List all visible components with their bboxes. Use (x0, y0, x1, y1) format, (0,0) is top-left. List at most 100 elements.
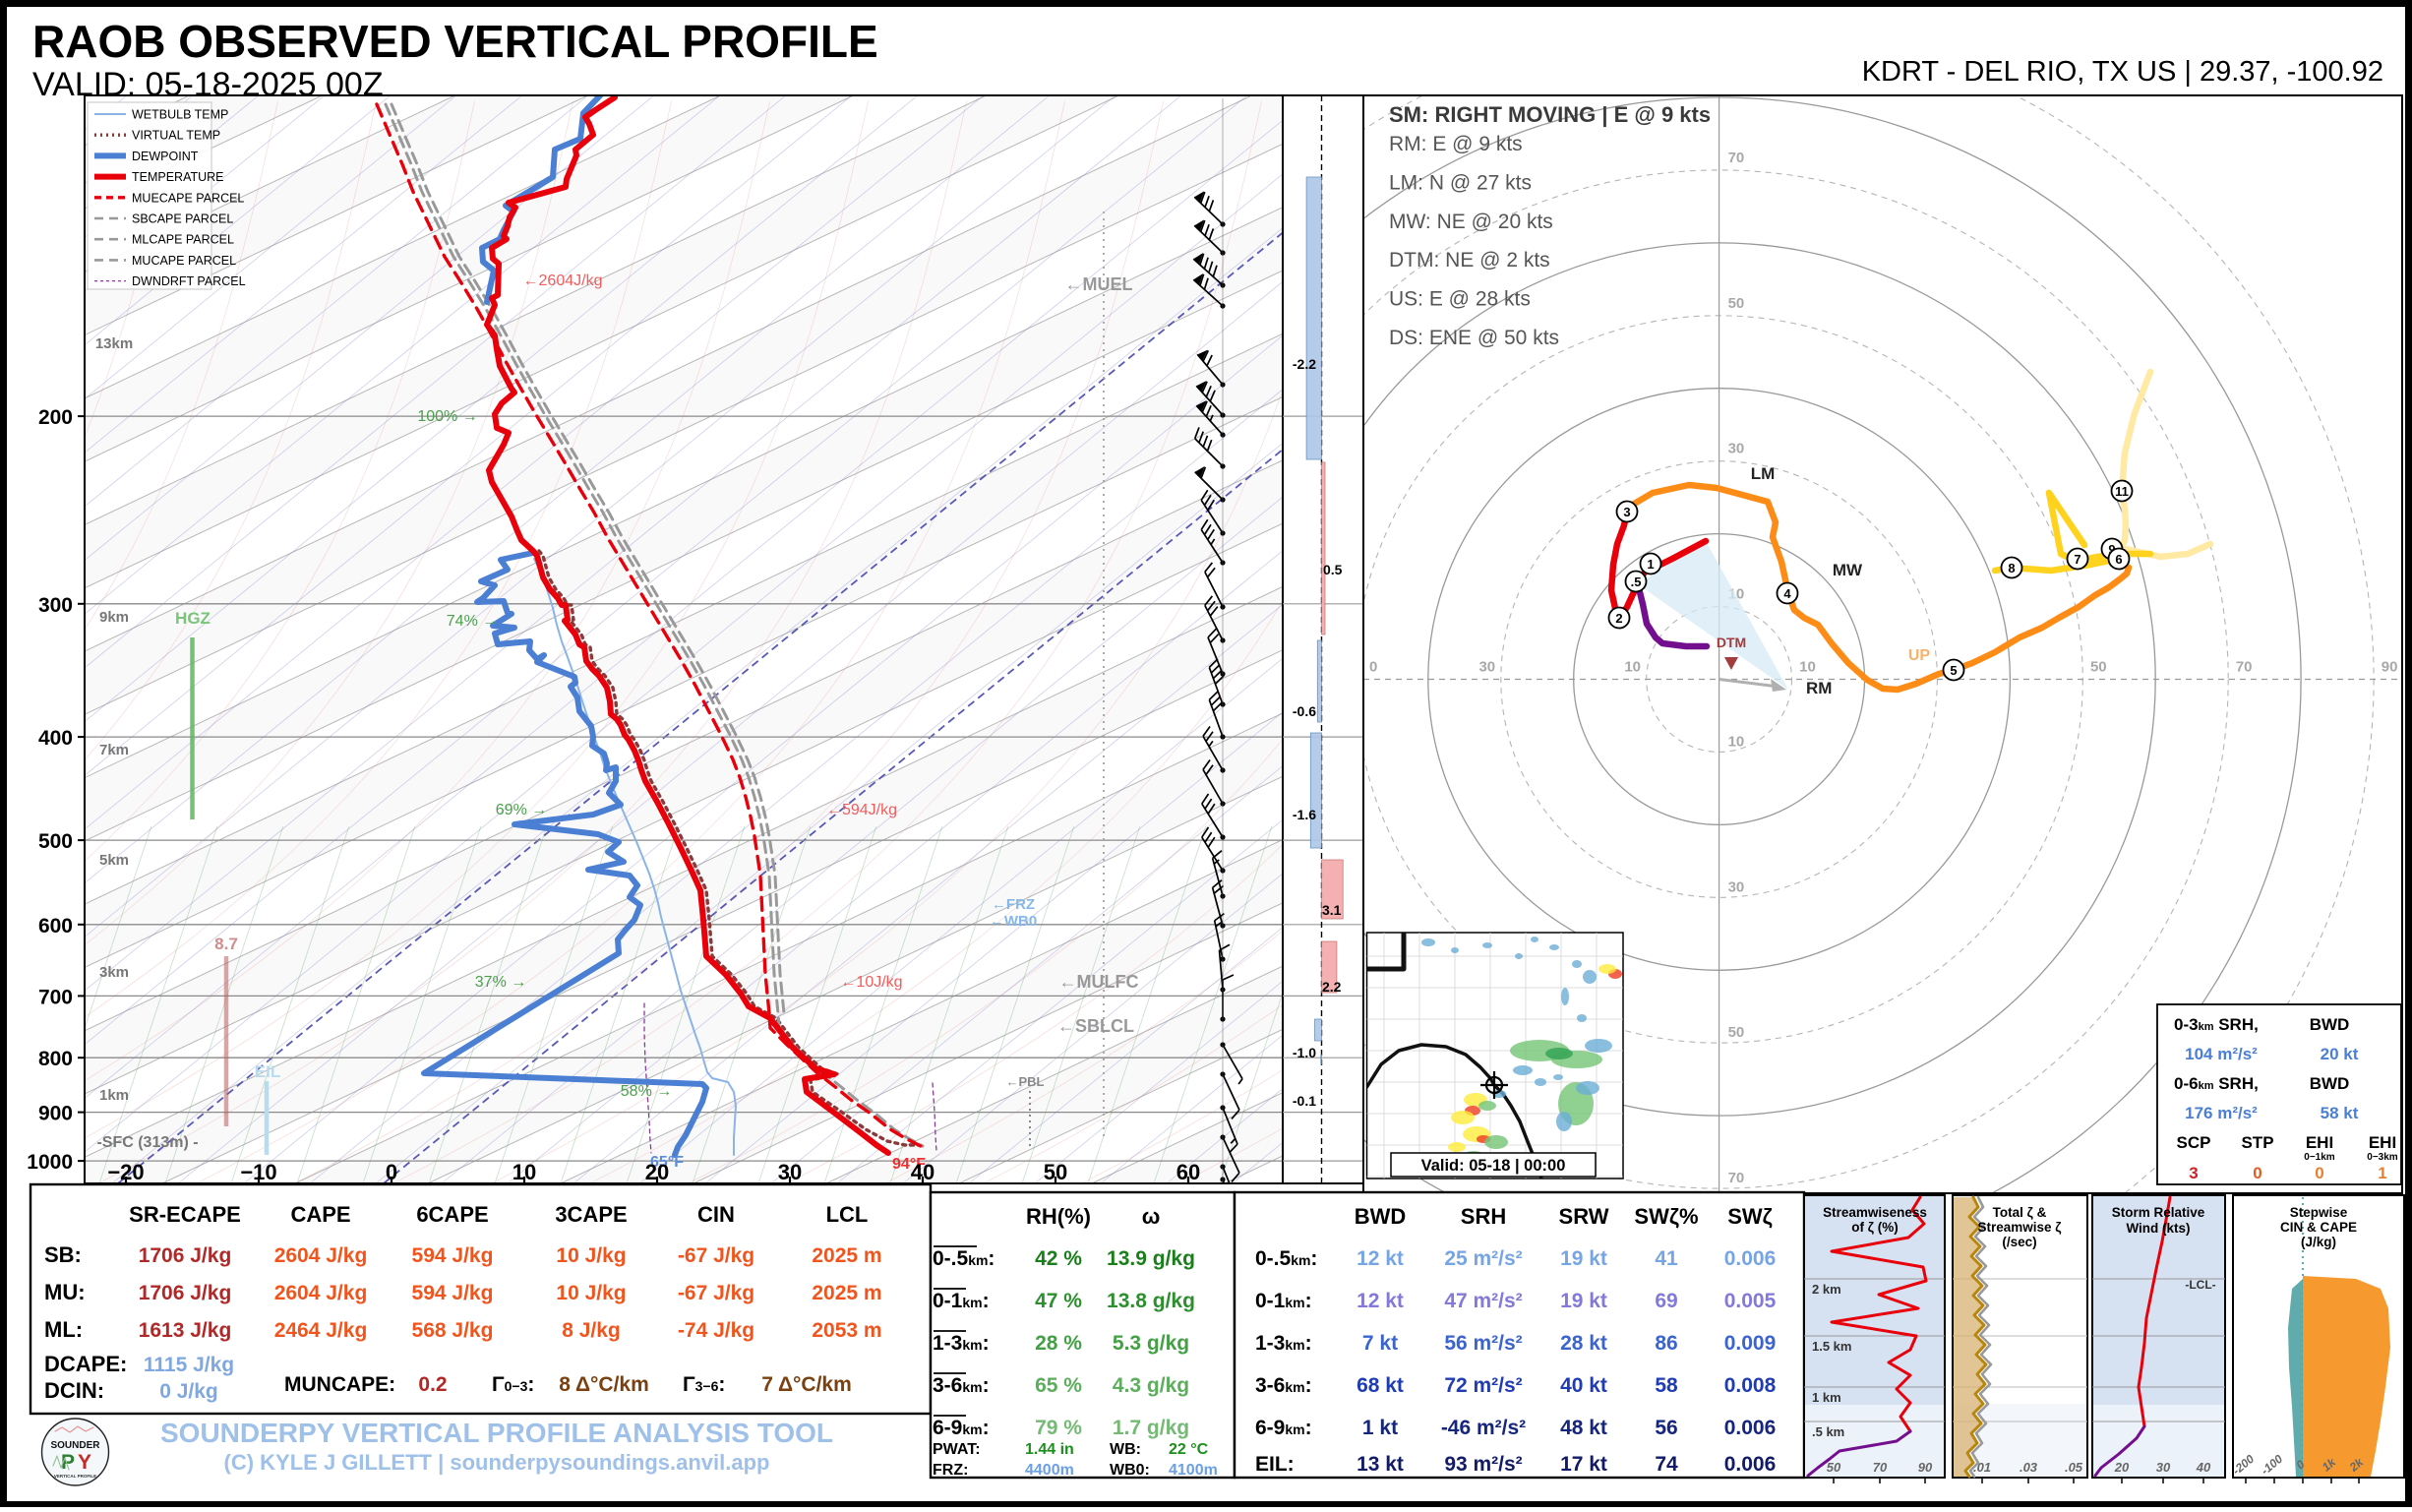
svg-text:KDRT - DEL RIO, TX US | 29.37,: KDRT - DEL RIO, TX US | 29.37, -100.92 (1862, 56, 2383, 88)
svg-text:MUNCAPE:: MUNCAPE: (284, 1373, 395, 1396)
svg-text:VIRTUAL TEMP: VIRTUAL TEMP (132, 129, 220, 143)
svg-text:WB0:: WB0: (1110, 1462, 1150, 1479)
svg-text:DCAPE:: DCAPE: (44, 1352, 127, 1376)
svg-text:←FRZ: ←FRZ (992, 896, 1035, 913)
svg-text:8.7: 8.7 (214, 935, 238, 953)
svg-text:7 Δ°C/km: 7 Δ°C/km (761, 1373, 852, 1396)
svg-text:WETBULB TEMP: WETBULB TEMP (132, 108, 228, 122)
svg-text:70: 70 (1873, 1460, 1888, 1475)
svg-text:13.9 g/kg: 13.9 g/kg (1107, 1247, 1195, 1270)
svg-text:5: 5 (1950, 663, 1957, 678)
svg-text:MW: MW (1833, 561, 1863, 579)
svg-text:SWζ: SWζ (1727, 1204, 1773, 1229)
svg-text:1706 J/kg: 1706 J/kg (139, 1282, 232, 1304)
svg-text:CAPE: CAPE (290, 1202, 350, 1227)
svg-text:←2604J/kg: ←2604J/kg (523, 272, 603, 289)
svg-text:10 J/kg: 10 J/kg (556, 1244, 626, 1267)
svg-text:48 kt: 48 kt (1560, 1417, 1607, 1439)
svg-text:19 kt: 19 kt (1560, 1290, 1607, 1312)
svg-text:LM: N @ 27 kts: LM: N @ 27 kts (1389, 171, 1532, 194)
svg-text:28 %: 28 % (1035, 1332, 1082, 1355)
svg-text:70: 70 (1728, 150, 1745, 166)
svg-text:176 m²/s²: 176 m²/s² (2185, 1104, 2258, 1122)
svg-text:12 kt: 12 kt (1357, 1247, 1404, 1270)
svg-text:3: 3 (2189, 1164, 2198, 1182)
svg-text:0-1km:: 0-1km: (933, 1290, 990, 1312)
svg-text:0.006: 0.006 (1724, 1453, 1777, 1476)
svg-text:50: 50 (1728, 1024, 1745, 1041)
svg-text:RH(%): RH(%) (1026, 1204, 1091, 1229)
svg-text:DS: ENE @ 50 kts: DS: ENE @ 50 kts (1389, 327, 1559, 349)
svg-text:2604 J/kg: 2604 J/kg (274, 1282, 368, 1304)
svg-text:2025 m: 2025 m (812, 1244, 881, 1267)
svg-text:BWD: BWD (2310, 1015, 2350, 1034)
svg-text:594 J/kg: 594 J/kg (412, 1282, 494, 1304)
svg-text:3-6km:: 3-6km: (1255, 1374, 1312, 1397)
svg-text:8 J/kg: 8 J/kg (562, 1319, 621, 1342)
svg-text:Storm Relative: Storm Relative (2112, 1205, 2205, 1220)
svg-text:7 kt: 7 kt (1362, 1332, 1398, 1355)
svg-text:2053 m: 2053 m (812, 1319, 881, 1342)
svg-text:568 J/kg: 568 J/kg (412, 1319, 494, 1342)
svg-text:50: 50 (2090, 659, 2107, 676)
svg-text:WB:: WB: (1110, 1441, 1141, 1458)
svg-text:0−1km: 0−1km (2304, 1152, 2335, 1163)
svg-text:72 m²/s²: 72 m²/s² (1444, 1374, 1522, 1397)
svg-text:50: 50 (1728, 295, 1745, 312)
svg-text:1706 J/kg: 1706 J/kg (139, 1244, 232, 1267)
svg-text:-67 J/kg: -67 J/kg (678, 1282, 754, 1304)
svg-text:1km: 1km (99, 1087, 129, 1104)
svg-text:28 kt: 28 kt (1560, 1332, 1607, 1355)
svg-text:30: 30 (1728, 878, 1745, 895)
svg-text:30: 30 (1728, 441, 1745, 457)
svg-text:P: P (61, 1451, 75, 1474)
svg-text:30: 30 (778, 1160, 802, 1184)
svg-text:37% →: 37% → (475, 974, 526, 991)
svg-text:←SBLCL: ←SBLCL (1057, 1016, 1134, 1036)
svg-text:69% →: 69% → (496, 802, 547, 818)
svg-text:RAOB OBSERVED VERTICAL PROFILE: RAOB OBSERVED VERTICAL PROFILE (32, 16, 878, 67)
svg-text:SCP: SCP (2177, 1133, 2211, 1152)
svg-text:.03: .03 (2020, 1460, 2038, 1475)
svg-text:17 kt: 17 kt (1560, 1453, 1607, 1476)
svg-text:3.1: 3.1 (1322, 902, 1342, 918)
svg-text:4400m: 4400m (1025, 1462, 1074, 1479)
svg-text:0.006: 0.006 (1724, 1247, 1777, 1270)
svg-text:0−3km: 0−3km (2367, 1152, 2398, 1163)
svg-text:9: 9 (2108, 542, 2115, 557)
svg-text:69: 69 (1655, 1290, 1677, 1312)
svg-text:8: 8 (2008, 561, 2015, 575)
svg-text:1.5 km: 1.5 km (1812, 1339, 1851, 1354)
svg-text:56: 56 (1655, 1417, 1677, 1439)
svg-text:65°F: 65°F (650, 1154, 684, 1171)
svg-text:Streamwiseness: Streamwiseness (1823, 1205, 1927, 1220)
svg-text:74: 74 (1655, 1453, 1678, 1476)
svg-text:19 kt: 19 kt (1560, 1247, 1607, 1270)
svg-text:CIN: CIN (697, 1202, 735, 1227)
svg-text:6-9km:: 6-9km: (1255, 1417, 1312, 1439)
svg-text:0.2: 0.2 (418, 1373, 447, 1396)
svg-text:RM: E @ 9 kts: RM: E @ 9 kts (1389, 133, 1523, 155)
svg-text:Total ζ &: Total ζ & (1993, 1205, 2047, 1220)
svg-text:70: 70 (1728, 1170, 1745, 1186)
svg-text:2 km: 2 km (1812, 1282, 1841, 1297)
svg-text:LCL: LCL (826, 1202, 869, 1227)
svg-text:90: 90 (1918, 1460, 1933, 1475)
svg-text:-67 J/kg: -67 J/kg (678, 1244, 754, 1267)
svg-text:FRZ:: FRZ: (933, 1462, 968, 1479)
svg-text:22 °C: 22 °C (1169, 1441, 1209, 1458)
svg-text:−20: −20 (107, 1160, 144, 1184)
svg-text:100% →: 100% → (417, 408, 477, 425)
svg-text:PWAT:: PWAT: (933, 1441, 981, 1458)
svg-text:0.009: 0.009 (1724, 1332, 1777, 1355)
svg-text:6CAPE: 6CAPE (416, 1202, 488, 1227)
svg-text:20: 20 (645, 1160, 669, 1184)
svg-text:7: 7 (2074, 552, 2080, 567)
svg-text:0.006: 0.006 (1724, 1417, 1777, 1439)
svg-text:5.3 g/kg: 5.3 g/kg (1113, 1332, 1189, 1355)
svg-text:CIN & CAPE: CIN & CAPE (2280, 1220, 2357, 1235)
svg-text:0: 0 (2253, 1164, 2261, 1182)
svg-text:0: 0 (1369, 659, 1377, 676)
svg-text:UP: UP (1908, 647, 1931, 664)
svg-text:40: 40 (2196, 1460, 2211, 1475)
